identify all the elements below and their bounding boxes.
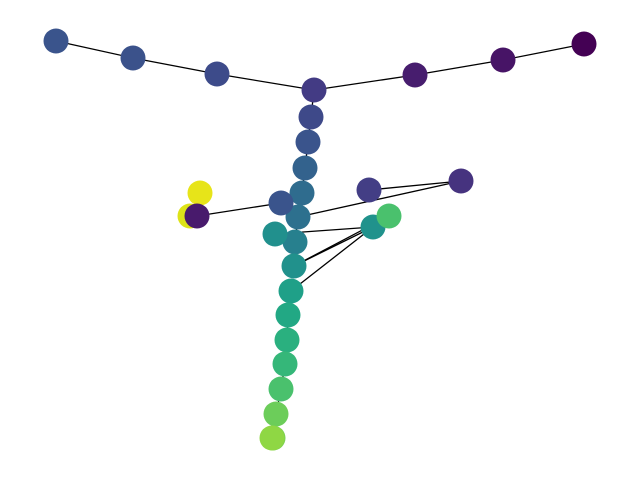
graph-node [43, 28, 69, 54]
graph-node [448, 168, 474, 194]
graph-node [282, 229, 308, 255]
graph-node [278, 278, 304, 304]
graph-edge [297, 180, 462, 218]
graph-node [301, 77, 327, 103]
graph-node [289, 180, 315, 206]
graph-node [295, 129, 321, 155]
graph-node [298, 104, 324, 130]
graph-edge [55, 40, 134, 59]
graph-node [490, 47, 516, 73]
graph-node [268, 190, 294, 216]
graph-edge [196, 202, 282, 217]
graph-node [571, 31, 597, 57]
graph-node [292, 155, 318, 181]
graph-node [262, 221, 288, 247]
graph-node [402, 62, 428, 88]
graph-node [356, 177, 382, 203]
nodes-layer [43, 28, 597, 451]
graph-node [259, 425, 285, 451]
graph-edge [132, 57, 218, 75]
graph-node [120, 45, 146, 71]
graph-node [285, 204, 311, 230]
graph-node [272, 351, 298, 377]
graph-edge [290, 226, 374, 292]
graph-node [274, 327, 300, 353]
graph-edge [216, 73, 315, 91]
graph-edge [368, 180, 462, 191]
graph-node [184, 203, 210, 229]
graph-edge [414, 59, 504, 76]
graph-edge [313, 74, 416, 91]
graph-node [275, 302, 301, 328]
graph-node [263, 401, 289, 427]
graph-node [204, 61, 230, 87]
graph-edge [502, 43, 585, 61]
graph-node [187, 180, 213, 206]
graph-node [268, 376, 294, 402]
graph-node [281, 253, 307, 279]
graph-node [376, 203, 402, 229]
